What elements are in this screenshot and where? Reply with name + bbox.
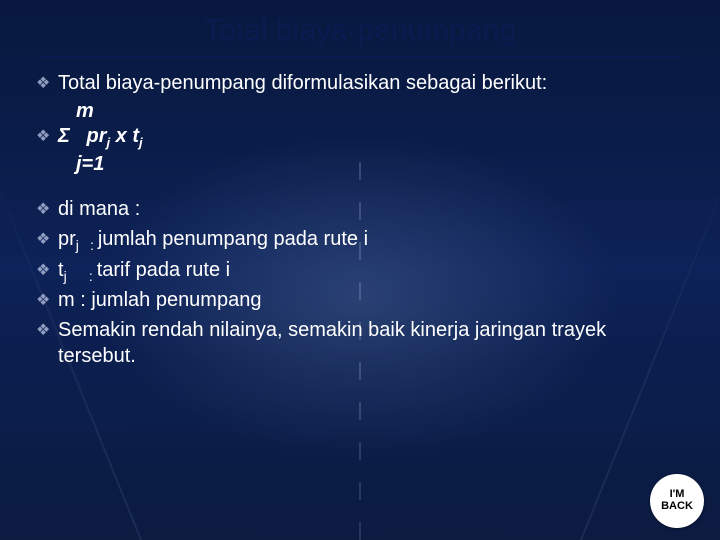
formula-pr: pr [86,125,106,147]
pr-desc: jumlah penumpang pada rute i [98,228,368,250]
pr-symbol: pr [58,228,76,250]
diamond-bullet-icon: ❖ [36,317,58,345]
formula-text: Σ prj x tj [58,123,684,151]
bullet-dimana: ❖ di mana : [36,196,684,224]
closing-text: Semakin rendah nilainya, semakin baik ki… [58,317,684,370]
m-sep: : [75,289,92,311]
t-desc: tarif pada rute i [97,259,230,281]
pr-def-text: prj : jumlah penumpang pada rute i [58,226,684,254]
m-symbol: m [58,289,75,311]
diamond-bullet-icon: ❖ [36,257,58,285]
bullet-intro: ❖ Total biaya-penumpang diformulasikan s… [36,70,684,98]
sigma-symbol: Σ [58,125,70,147]
dimana-text: di mana : [58,196,684,222]
t-def-text: tj : tarif pada rute i [58,257,684,285]
t-sub: j [64,268,67,284]
m-def-text: m : jumlah penumpang [58,287,684,313]
back-button-label: I'M BACK [661,489,693,512]
diamond-bullet-icon: ❖ [36,196,58,224]
bullet-t-def: ❖ tj : tarif pada rute i [36,257,684,285]
intro-text: Total biaya-penumpang diformulasikan seb… [58,70,684,96]
slide-content: ❖ Total biaya-penumpang diformulasikan s… [36,70,684,370]
diamond-bullet-icon: ❖ [36,287,58,315]
formula-lower-bound: j=1 [76,153,684,176]
page-title: Total biaya-penumpang [36,14,684,48]
formula-upper-bound: m [76,100,684,123]
bullet-closing: ❖ Semakin rendah nilainya, semakin baik … [36,317,684,370]
diamond-bullet-icon: ❖ [36,226,58,254]
bullet-m-def: ❖ m : jumlah penumpang [36,287,684,315]
bullet-formula: ❖ Σ prj x tj [36,123,684,151]
formula-t-sub: j [139,135,143,150]
bullet-pr-def: ❖ prj : jumlah penumpang pada rute i [36,226,684,254]
slide-container: Total biaya-penumpang ❖ Total biaya-penu… [0,0,720,540]
title-underline [36,56,684,58]
pr-sub: j [76,237,79,253]
back-button[interactable]: I'M BACK [650,474,704,528]
pr-sep: : [90,237,98,253]
diamond-bullet-icon: ❖ [36,70,58,98]
formula-x: x [110,125,132,147]
diamond-bullet-icon: ❖ [36,123,58,151]
m-desc: jumlah penumpang [91,289,261,311]
t-sep: : [89,268,97,284]
